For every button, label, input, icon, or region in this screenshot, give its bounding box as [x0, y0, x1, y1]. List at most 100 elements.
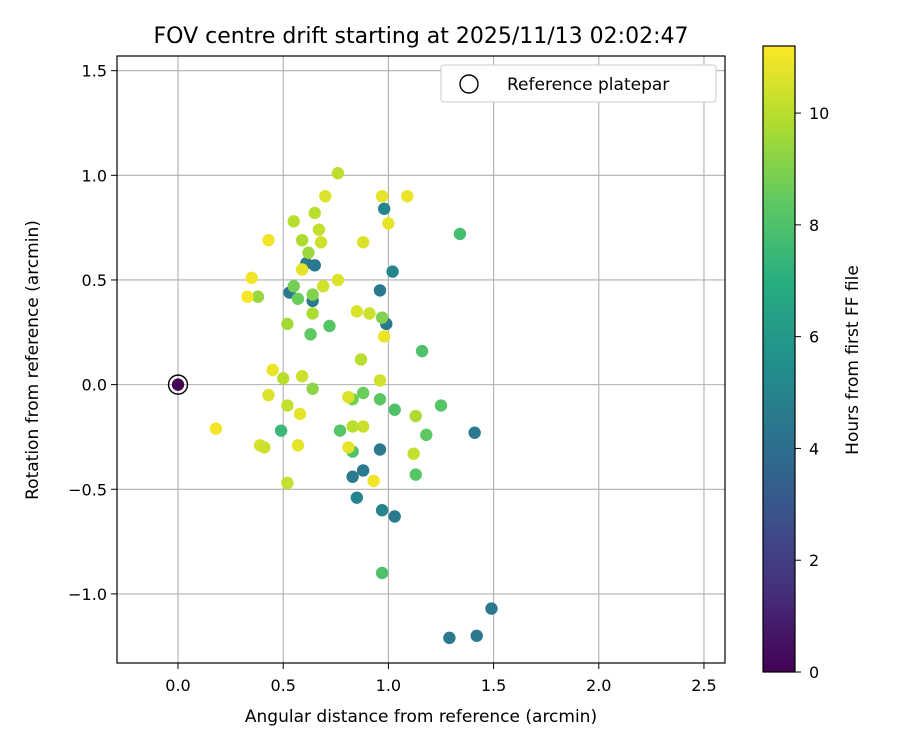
scatter-points	[167, 167, 498, 645]
scatter-point	[373, 374, 387, 387]
scatter-point	[281, 399, 294, 412]
scatter-point	[356, 386, 370, 400]
y-tick-label: 0.5	[82, 271, 107, 290]
scatter-point	[356, 236, 370, 249]
scatter-point	[382, 217, 395, 230]
scatter-point	[468, 426, 481, 439]
y-axis-ticks: −1.0 −0.5 0.0 0.5 1.0 1.5	[68, 62, 117, 604]
scatter-point	[316, 280, 330, 293]
scatter-point	[312, 223, 326, 236]
scatter-point	[443, 631, 456, 645]
scatter-point	[409, 409, 422, 423]
scatter-point	[306, 382, 319, 396]
scatter-point	[281, 476, 294, 490]
scatter-point	[453, 227, 467, 241]
scatter-point	[295, 233, 309, 247]
legend-marker-icon	[459, 74, 479, 94]
scatter-point	[375, 311, 389, 324]
y-tick-label: −1.0	[68, 585, 107, 604]
scatter-point	[373, 284, 387, 297]
scatter-point	[306, 288, 319, 301]
scatter-point	[373, 443, 387, 456]
colorbar-tick-label: 2	[809, 551, 819, 570]
scatter-point	[262, 388, 275, 402]
plot-frame	[116, 55, 726, 664]
scatter-point	[342, 390, 355, 404]
scatter-point	[470, 629, 483, 642]
scatter-point	[485, 602, 498, 615]
scatter-point	[375, 504, 389, 517]
colorbar-tick-label: 10	[809, 104, 829, 123]
x-axis-ticks: 0.0 0.5 1.0 1.5 2.0 2.5	[165, 663, 717, 695]
scatter-point	[415, 344, 429, 358]
grid-lines	[117, 56, 725, 663]
x-tick-label: 0.5	[270, 676, 295, 695]
colorbar-gradient	[762, 45, 796, 673]
legend: Reference platepar	[440, 64, 717, 103]
scatter-point	[356, 464, 370, 477]
scatter-point	[302, 246, 315, 259]
legend-label: Reference platepar	[507, 75, 669, 95]
scatter-point	[375, 190, 389, 203]
scatter-point	[274, 424, 288, 437]
colorbar: 0 2 4 6 8 10 Hours from first FF file	[762, 45, 863, 682]
y-tick-label: −0.5	[68, 480, 107, 499]
scatter-point	[319, 190, 332, 203]
colorbar-tick-label: 6	[809, 328, 819, 347]
scatter-point	[377, 202, 391, 215]
scatter-point	[241, 290, 254, 303]
scatter-point	[407, 447, 420, 460]
scatter-point	[331, 167, 345, 180]
x-tick-label: 1.5	[481, 676, 506, 695]
scatter-point	[350, 491, 364, 504]
y-tick-label: 1.5	[82, 62, 107, 81]
scatter-point	[356, 420, 370, 433]
scatter-point	[251, 290, 265, 303]
scatter-point	[295, 263, 309, 276]
scatter-point	[295, 370, 309, 383]
scatter-point	[342, 441, 355, 454]
scatter-point	[354, 353, 368, 366]
scatter-point	[375, 566, 389, 580]
y-tick-label: 1.0	[82, 166, 107, 185]
scatter-point	[293, 407, 307, 421]
scatter-point	[171, 378, 185, 391]
scatter-point	[287, 280, 300, 293]
x-tick-label: 2.0	[586, 676, 611, 695]
scatter-point	[434, 399, 448, 412]
scatter-point	[209, 422, 223, 435]
scatter-point	[377, 330, 391, 343]
scatter-point	[333, 424, 347, 437]
x-tick-label: 1.0	[376, 676, 401, 695]
scatter-point	[277, 372, 290, 385]
scatter-point	[373, 393, 387, 406]
scatter-point	[281, 317, 294, 331]
colorbar-ticks: 0 2 4 6 8 10	[795, 104, 829, 682]
legend-box	[440, 64, 717, 103]
scatter-point	[266, 363, 279, 377]
scatter-point	[346, 470, 359, 483]
scatter-point	[304, 328, 317, 341]
scatter-point	[388, 403, 401, 416]
y-axis-label: Rotation from reference (arcmin)	[23, 220, 43, 500]
scatter-point	[331, 273, 345, 287]
x-tick-label: 0.0	[165, 676, 190, 695]
scatter-point	[258, 441, 271, 454]
x-axis-label: Angular distance from reference (arcmin)	[245, 707, 597, 727]
scatter-point	[314, 236, 328, 249]
scatter-point	[367, 474, 380, 488]
scatter-point	[409, 468, 422, 481]
scatter-point	[420, 428, 433, 442]
x-tick-label: 2.5	[691, 676, 716, 695]
scatter-point	[291, 439, 305, 452]
y-tick-label: 0.0	[82, 376, 107, 395]
scatter-point	[308, 206, 321, 220]
reference-marker	[167, 374, 189, 395]
scatter-point	[306, 307, 319, 320]
scatter-point	[388, 510, 401, 523]
scatter-point	[386, 265, 399, 278]
colorbar-tick-label: 8	[809, 216, 819, 235]
scatter-point	[363, 307, 376, 320]
scatter-point	[350, 305, 364, 318]
